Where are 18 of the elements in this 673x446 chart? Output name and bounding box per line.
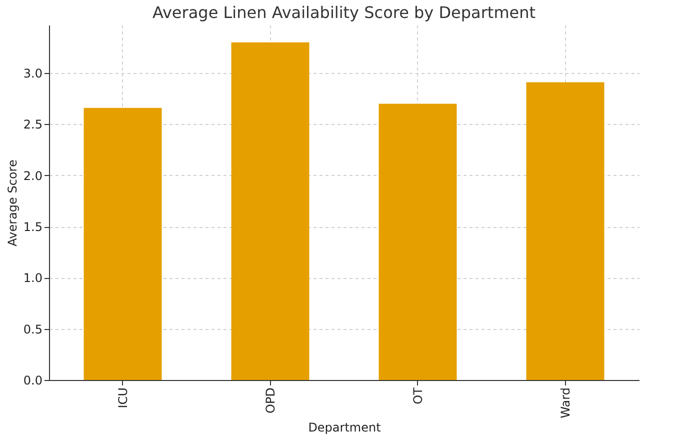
bar [84,108,162,380]
y-tick-label: 1.0 [23,271,42,286]
bar [526,82,604,380]
y-axis-title: Average Score [5,160,20,246]
chart-title: Average Linen Availability Score by Department [152,3,536,22]
y-tick-label: 0.0 [23,374,42,388]
y-tick-label: 3.0 [23,66,42,81]
y-tick-label: 1.5 [23,220,42,234]
y-tick-label: 2.0 [23,168,42,183]
x-tick-label: ICU [116,388,130,408]
x-tick-label: OT [410,386,425,404]
y-tick-label: 0.5 [23,322,42,336]
x-tick-label: OPD [263,388,278,414]
bar [378,104,457,380]
y-tick-label: 2.5 [23,118,42,132]
bar [231,42,310,380]
x-tick-label: Ward [558,388,572,418]
x-axis-title: Department [308,420,382,434]
